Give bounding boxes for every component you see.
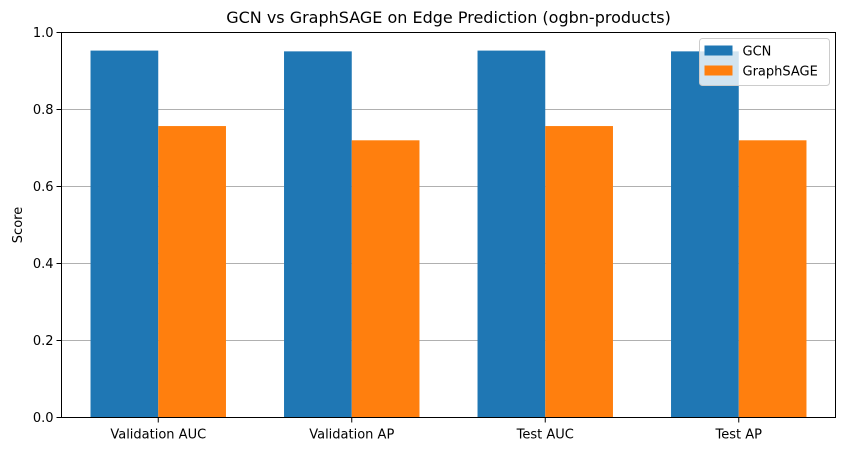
y-tick-label: 0.8: [33, 103, 54, 118]
bar-graphsage: [545, 126, 613, 418]
y-tick-label: 1.0: [33, 26, 54, 41]
x-tick-label: Validation AP: [309, 428, 394, 443]
y-tick-label: 0.0: [33, 411, 54, 426]
legend-label: GCN: [743, 45, 772, 60]
bar-graphsage: [738, 140, 807, 418]
bar-gcn: [477, 50, 546, 418]
y-tick-label: 0.4: [33, 257, 54, 272]
x-axis-ticks: Validation AUC Validation AP Test AUC Test …: [110, 417, 763, 443]
x-tick-label: Test AP: [715, 428, 763, 443]
x-tick-label: Test AUC: [516, 428, 574, 443]
bars: [90, 50, 807, 418]
legend-swatch: [704, 45, 733, 56]
y-axis-label: Score: [11, 207, 26, 243]
bar-graphsage: [351, 140, 420, 418]
y-axis-ticks: 0.0 0.2 0.4 0.6 0.8 1.0: [33, 26, 62, 426]
y-tick-label: 0.2: [33, 334, 54, 349]
chart-title: GCN vs GraphSAGE on Edge Prediction (ogb…: [226, 8, 671, 27]
bar-gcn: [90, 50, 159, 418]
bar-graphsage: [158, 126, 226, 418]
bar-gcn: [284, 51, 352, 418]
x-tick-label: Validation AUC: [110, 428, 206, 443]
legend-swatch: [704, 65, 733, 76]
bar-gcn: [671, 51, 739, 418]
legend: GCN GraphSAGE: [699, 38, 830, 86]
plot-frame: [61, 32, 836, 418]
y-tick-label: 0.6: [33, 180, 54, 195]
legend-label: GraphSAGE: [743, 65, 818, 80]
